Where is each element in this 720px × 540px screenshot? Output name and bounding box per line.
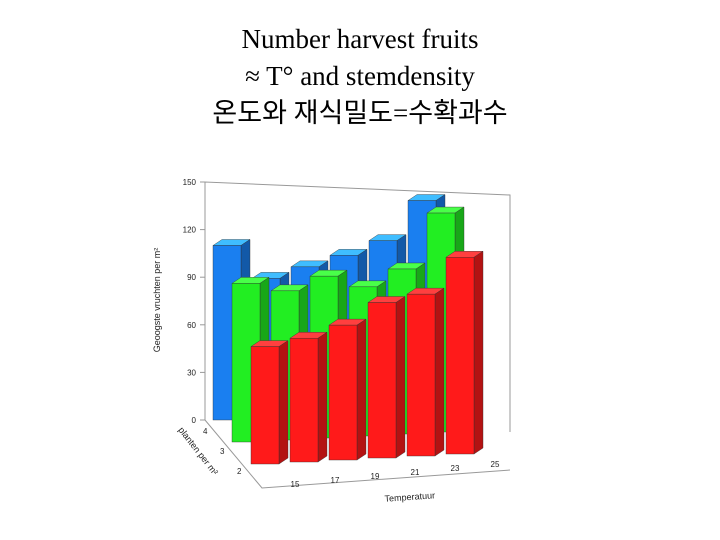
floor-edge [204, 419, 511, 489]
bar-front [406, 293, 436, 457]
bar-side [395, 296, 406, 459]
title-line: Number harvest fruits [242, 24, 479, 54]
x-tick-label: 25 [491, 460, 500, 469]
bar-side [473, 250, 484, 455]
z-axis-label: Geoogste vruchten per m² [152, 248, 162, 353]
bar [406, 287, 445, 457]
bar-side [317, 331, 328, 463]
x-axis-label: Temperatuur [384, 490, 435, 504]
x-tick-label: 19 [371, 472, 380, 481]
z-tick-label: 60 [187, 321, 196, 330]
z-tick-label: 150 [183, 178, 197, 187]
z-tick-label: 30 [187, 368, 196, 377]
title-line: 온도와 재식밀도=수확과수 [212, 98, 507, 128]
bar-front [250, 346, 280, 465]
bar [250, 340, 289, 465]
z-tick-label: 120 [183, 226, 197, 235]
back-wall [204, 181, 511, 432]
z-tick-label: 90 [187, 273, 196, 282]
bar [445, 250, 484, 455]
depth-tick-label: 3 [220, 447, 225, 456]
x-tick-label: 21 [411, 468, 420, 477]
bar-front [367, 302, 397, 459]
bar-side [278, 340, 289, 465]
bar [328, 318, 367, 461]
title-line: ≈ T° and stemdensity [245, 61, 475, 91]
bar-side [356, 318, 367, 461]
x-tick-label: 23 [451, 464, 460, 473]
bar-front [289, 338, 319, 463]
depth-axis-label: planten per m² [176, 425, 220, 477]
bar-front [445, 257, 475, 455]
bar [289, 331, 328, 463]
x-tick-label: 15 [291, 480, 300, 489]
x-tick-label: 17 [331, 476, 340, 485]
z-tick-label: 0 [192, 416, 197, 425]
bar-front [328, 324, 358, 461]
bar-side [434, 287, 445, 457]
depth-tick-label: 2 [237, 467, 242, 476]
bar [367, 296, 406, 459]
depth-tick-label: 4 [203, 427, 208, 436]
